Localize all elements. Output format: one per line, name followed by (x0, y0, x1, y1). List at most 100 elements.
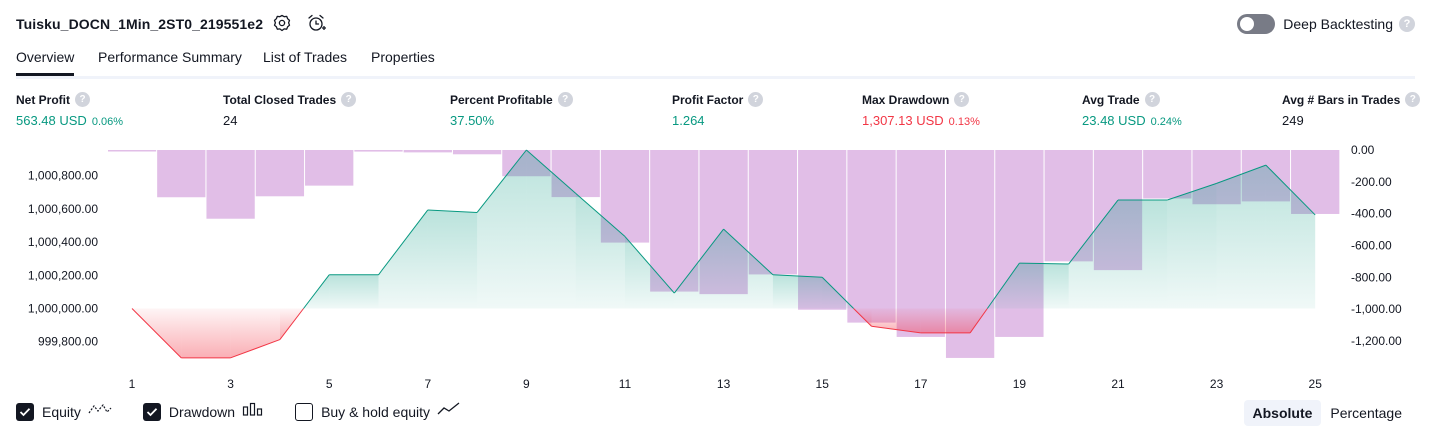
legend-label: Buy & hold equity (321, 403, 431, 420)
x-tick-label: 1 (129, 377, 136, 391)
x-tick-label: 19 (1013, 377, 1027, 391)
help-icon[interactable]: ? (1399, 16, 1415, 32)
equity-area-segment (772, 274, 823, 309)
stat-label: Total Closed Trades (223, 92, 337, 107)
equity-line-segment (1167, 182, 1217, 201)
drawdown-bars-icon (242, 402, 264, 421)
equity-line-segment (986, 262, 1020, 309)
x-tick-label: 17 (914, 377, 928, 391)
left-axis: 1,000,800.00 1,000,600.00 1,000,400.00 1,00… (28, 169, 98, 349)
equity-line-segment (871, 325, 921, 334)
equity-area-segment (674, 229, 724, 309)
legend-label: Equity (42, 403, 81, 420)
equity-area-segment (1167, 183, 1217, 309)
report-header: Tuisku_DOCN_1Min_2ST0_219551e2 Deep Back… (16, 0, 1415, 46)
left-tick-label: 1,000,200.00 (28, 268, 98, 282)
left-tick-label: 1,000,000.00 (28, 301, 98, 315)
drawdown-bar (354, 150, 403, 152)
stat-percent: 0.24% (1150, 116, 1182, 128)
equity-area-segment (625, 236, 675, 309)
equity-line-segment (969, 308, 988, 334)
stat-label: Avg # Bars in Trades (1282, 92, 1401, 107)
equity-area-segment (1068, 200, 1118, 309)
buy-hold-checkbox[interactable] (295, 402, 314, 421)
help-icon[interactable]: ? (75, 92, 90, 107)
right-tick-label: -200.00 (1351, 175, 1392, 189)
x-tick-label: 5 (326, 377, 333, 391)
tab-overview[interactable]: Overview (16, 49, 75, 76)
drawdown-bar (206, 150, 255, 219)
drawdown-bar (403, 150, 452, 153)
equity-line-segment (1265, 164, 1316, 216)
equity-line-segment (378, 209, 429, 276)
stat-percent: 0.06% (91, 116, 124, 128)
tab-properties[interactable]: Properties (371, 49, 435, 65)
stat-total-closed-trades: Total Closed Trades? 24 (223, 92, 357, 128)
equity-line-segment (427, 209, 478, 213)
x-tick-label: 23 (1210, 377, 1224, 391)
equity-area-segment (1216, 165, 1266, 309)
drawdown-bar (995, 150, 1044, 337)
equity-area-segment (723, 229, 773, 309)
drawdown-bar (305, 150, 354, 186)
absolute-button[interactable]: Absolute (1243, 400, 1322, 426)
equity-area-segment (1118, 200, 1168, 309)
stat-profit-factor: Profit Factor? 1.264 (672, 92, 764, 128)
drawdown-bar (650, 150, 699, 292)
equity-line-segment (575, 192, 626, 237)
equity-line-segment (526, 149, 577, 194)
equity-drawdown-chart[interactable]: 1,000,800.00 1,000,600.00 1,000,400.00 1,00… (0, 140, 1431, 398)
drawdown-checkbox[interactable] (142, 402, 161, 421)
equity-line-segment (1216, 164, 1267, 184)
stat-net-profit: Net Profit? 563.48 USD 0.06% (16, 92, 123, 128)
percentage-button[interactable]: Percentage (1330, 405, 1402, 421)
drawdown-bar (108, 150, 157, 152)
strategy-title: Tuisku_DOCN_1Min_2ST0_219551e2 (16, 16, 264, 32)
buy-hold-line-icon (437, 402, 461, 421)
equity-area-segment (575, 193, 625, 309)
equity-line-segment (230, 339, 281, 359)
legend-equity[interactable]: Equity (16, 402, 112, 421)
equity-area-segment (329, 274, 379, 309)
equity-line-segment (821, 276, 854, 309)
drawdown-bar (896, 150, 945, 337)
help-icon[interactable]: ? (1405, 92, 1421, 107)
help-icon[interactable]: ? (748, 92, 764, 107)
equity-line-segment (624, 236, 675, 294)
drawdown-bar (748, 150, 798, 275)
equity-checkbox[interactable] (16, 402, 34, 421)
x-tick-label: 11 (619, 377, 632, 391)
equity-area-segment (477, 150, 527, 309)
alarm-clock-icon[interactable] (306, 13, 326, 33)
help-icon[interactable]: ? (954, 92, 970, 107)
gear-icon[interactable] (272, 13, 292, 33)
drawdown-bar (157, 150, 206, 198)
equity-line-segment (772, 274, 823, 278)
deep-backtesting-control: Deep Backtesting ? (1237, 14, 1415, 34)
deep-backtesting-toggle[interactable] (1237, 14, 1276, 34)
stat-value: 1,307.13 USD (862, 113, 944, 128)
equity-area (132, 150, 1316, 358)
equity-line-icon (88, 402, 112, 421)
deep-backtesting-label: Deep Backtesting (1283, 16, 1393, 32)
help-icon[interactable]: ? (1144, 92, 1160, 107)
equity-area-segment (871, 308, 921, 333)
stat-label: Percent Profitable (450, 92, 553, 107)
drawdown-bar (255, 150, 305, 197)
stat-value: 23.48 USD (1082, 113, 1146, 128)
legend-buy-hold-equity[interactable]: Buy & hold equity (295, 402, 461, 421)
equity-line-segment (1019, 262, 1069, 265)
left-tick-label: 1,000,800.00 (28, 169, 98, 183)
tab-performance-summary[interactable]: Performance Summary (98, 49, 242, 65)
legend-drawdown[interactable]: Drawdown (142, 402, 264, 421)
stat-label: Net Profit (16, 92, 70, 107)
help-icon[interactable]: ? (557, 92, 573, 107)
help-icon[interactable]: ? (341, 92, 357, 107)
drawdown-bar (452, 150, 502, 155)
stat-avg-bars-in-trades: Avg # Bars in Trades? 249 (1282, 92, 1421, 128)
x-axis: 1 3 5 7 9 11 13 15 17 19 21 23 25 (129, 377, 1323, 391)
right-tick-label: -1,000.00 (1351, 302, 1402, 316)
tab-list-of-trades[interactable]: List of Trades (263, 49, 348, 65)
equity-area-segment (181, 308, 231, 358)
equity-line-segment (723, 228, 774, 276)
